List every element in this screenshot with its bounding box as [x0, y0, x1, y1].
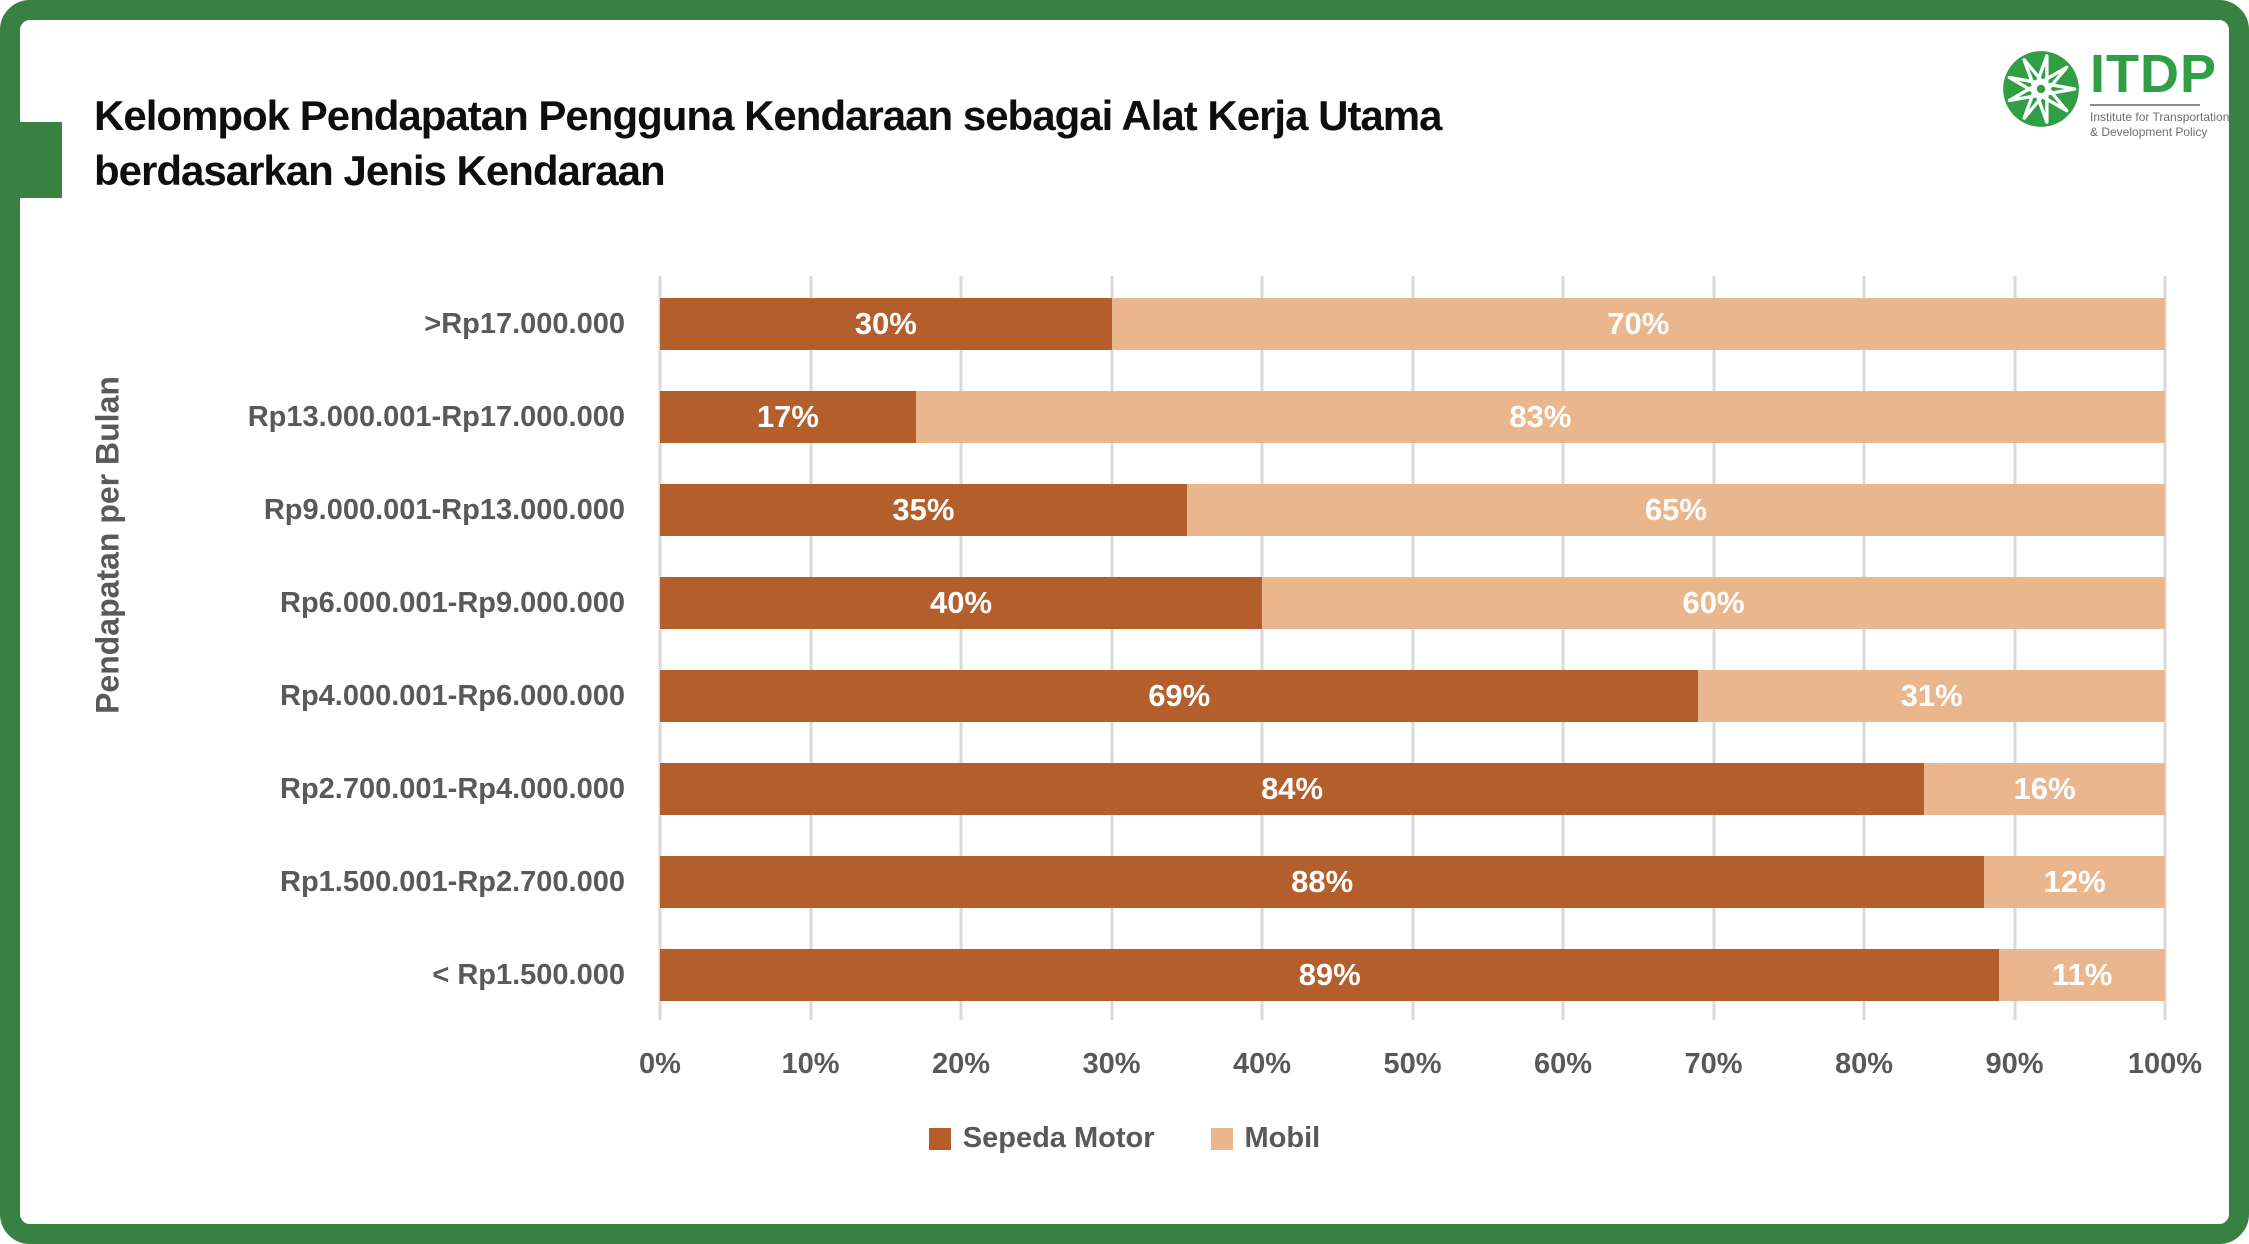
- bar-segment-sepeda-motor: 40%: [660, 577, 1262, 629]
- chart-title-line2: berdasarkan Jenis Kendaraan: [94, 147, 666, 194]
- bar-segment-mobil: 12%: [1984, 856, 2165, 908]
- bar-row: 69% 31%: [660, 670, 2165, 722]
- gridline-40%: [1260, 276, 1264, 1020]
- bar-row: 30% 70%: [660, 298, 2165, 350]
- itdp-logo-divider: [2090, 104, 2200, 106]
- bar-value-label: 31%: [1900, 678, 1963, 713]
- title-accent-tab: [16, 122, 62, 198]
- gridline-80%: [1862, 276, 1866, 1020]
- category-label: Rp2.700.001-Rp4.000.000: [280, 773, 625, 805]
- bar-value-label: 88%: [1291, 864, 1354, 899]
- legend-item-sepeda-motor: Sepeda Motor: [928, 1122, 1155, 1155]
- itdp-logo-text: ITDP: [2090, 44, 2218, 104]
- itdp-wheel-icon: [2000, 48, 2082, 135]
- x-axis-tick-label: 60%: [1533, 1048, 1593, 1080]
- gridline-50%: [1411, 276, 1414, 1020]
- gridline-0%: [658, 276, 662, 1020]
- chart-title: Kelompok Pendapatan Pengguna Kendaraan s…: [94, 88, 1442, 198]
- bar-row: 40% 60%: [660, 577, 2165, 629]
- bar-segment-sepeda-motor: 17%: [660, 391, 916, 443]
- bar-value-label: 35%: [892, 492, 955, 527]
- itdp-logo-subtitle-line1: Institute for Transportation: [2090, 110, 2230, 124]
- bar-value-label: 83%: [1509, 399, 1572, 434]
- category-label: Rp6.000.001-Rp9.000.000: [280, 587, 625, 619]
- legend-label: Mobil: [1244, 1122, 1321, 1154]
- x-axis-tick-label: 30%: [1082, 1048, 1141, 1080]
- x-axis-tick-label: 80%: [1834, 1048, 1894, 1080]
- bar-segment-sepeda-motor: 89%: [660, 949, 2000, 1001]
- chart-title-line1: Kelompok Pendapatan Pengguna Kendaraan s…: [94, 92, 1442, 139]
- category-labels: >Rp17.000.000 Rp13.000.001-Rp17.000.000 Rp…: [60, 276, 625, 1020]
- bar-value-label: 70%: [1607, 306, 1670, 341]
- x-axis-tick-label: 0%: [639, 1048, 681, 1080]
- bar-segment-sepeda-motor: 88%: [660, 856, 1985, 908]
- bar-value-label: 89%: [1298, 957, 1361, 992]
- bar-value-label: 65%: [1644, 492, 1707, 527]
- x-axis-tick-label: 100%: [2127, 1048, 2203, 1080]
- category-label: Rp4.000.001-Rp6.000.000: [280, 680, 625, 712]
- bar-value-label: 69%: [1148, 678, 1211, 713]
- category-label: Rp13.000.001-Rp17.000.000: [247, 401, 625, 433]
- category-label: Rp1.500.001-Rp2.700.000: [280, 866, 625, 898]
- legend-swatch-sepeda-motor: [928, 1127, 951, 1150]
- gridline-60%: [1561, 276, 1565, 1020]
- x-axis-tick-label: 90%: [1985, 1048, 2044, 1080]
- gridline-10%: [809, 276, 812, 1020]
- bar-value-label: 60%: [1682, 585, 1745, 620]
- bar-segment-sepeda-motor: 69%: [660, 670, 1699, 722]
- legend-item-mobil: Mobil: [1210, 1122, 1321, 1155]
- itdp-logo-subtitle-line2: & Development Policy: [2090, 125, 2208, 139]
- bar-segment-sepeda-motor: 35%: [660, 484, 1187, 536]
- bar-segment-mobil: 11%: [1999, 949, 2165, 1001]
- gridline-90%: [2013, 276, 2016, 1020]
- bar-value-label: 30%: [854, 306, 917, 341]
- bar-segment-mobil: 65%: [1186, 484, 2165, 536]
- bar-row: 88% 12%: [660, 856, 2165, 908]
- x-axis-tick-label: 10%: [781, 1048, 840, 1080]
- bar-segment-mobil: 16%: [1924, 763, 2165, 815]
- plot-area: 30% 70% 17% 83% 35% 65% 40% 60% 69% 31% 84% 16% 88% 1…: [658, 276, 2167, 1020]
- gridline-70%: [1712, 276, 1715, 1020]
- itdp-logo: ITDP Institute for Transportation & Deve…: [2000, 44, 2230, 140]
- category-label: < Rp1.500.000: [432, 959, 625, 991]
- bar-segment-mobil: 60%: [1262, 577, 2165, 629]
- bar-value-label: 16%: [2013, 771, 2076, 806]
- bar-row: 35% 65%: [660, 484, 2165, 536]
- category-label: >Rp17.000.000: [424, 308, 625, 340]
- bar-row: 89% 11%: [660, 949, 2165, 1001]
- bar-segment-sepeda-motor: 30%: [660, 298, 1112, 350]
- bar-value-label: 12%: [2043, 864, 2106, 899]
- legend-swatch-mobil: [1210, 1127, 1233, 1150]
- category-label: Rp9.000.001-Rp13.000.000: [263, 494, 625, 526]
- bar-value-label: 11%: [2052, 957, 2113, 992]
- bar-value-label: 84%: [1261, 771, 1324, 806]
- gridline-100%: [2163, 276, 2167, 1020]
- bar-row: 84% 16%: [660, 763, 2165, 815]
- legend-label: Sepeda Motor: [962, 1122, 1155, 1154]
- bar-segment-mobil: 31%: [1698, 670, 2165, 722]
- legend: Sepeda Motor Mobil: [0, 1122, 2249, 1155]
- x-axis-tick-label: 40%: [1232, 1048, 1292, 1080]
- bar-value-label: 17%: [756, 399, 819, 434]
- bar-segment-sepeda-motor: 84%: [660, 763, 1925, 815]
- x-axis-tick-label: 70%: [1684, 1048, 1743, 1080]
- gridline-30%: [1110, 276, 1113, 1020]
- bar-segment-mobil: 83%: [915, 391, 2165, 443]
- x-axis: 0% 10% 20% 30% 40% 50% 60% 70% 80% 90% 100%: [639, 1048, 2202, 1088]
- bar-row: 17% 83%: [660, 391, 2165, 443]
- x-axis-tick-label: 50%: [1383, 1048, 1442, 1080]
- bar-segment-mobil: 70%: [1111, 298, 2165, 350]
- bar-value-label: 40%: [929, 585, 993, 620]
- gridline-20%: [959, 276, 963, 1020]
- x-axis-tick-label: 20%: [931, 1048, 991, 1080]
